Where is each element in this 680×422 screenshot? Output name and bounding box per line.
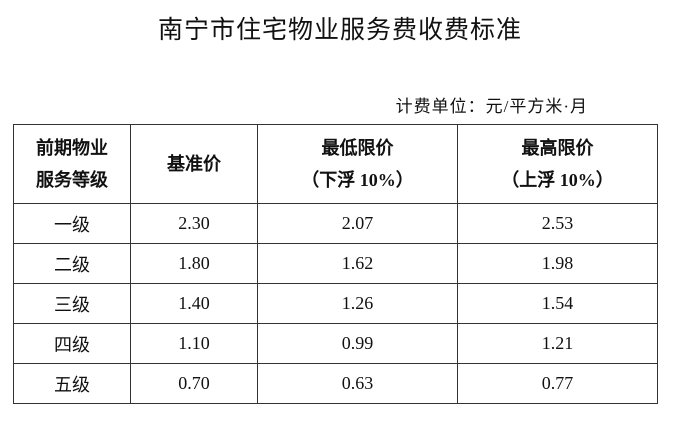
- table-cell: 1.54: [457, 283, 658, 324]
- header-line: 前期物业: [36, 138, 108, 158]
- table-cell: 2.30: [130, 203, 258, 244]
- table-cell: 2.07: [257, 203, 458, 244]
- table-row: 四级 1.10 0.99 1.21: [13, 323, 658, 364]
- table-cell: 1.10: [130, 323, 258, 364]
- table-head: 前期物业服务等级 基准价 最低限价 （下浮 10%） 最高限价 （上浮 10%）: [13, 124, 658, 204]
- fee-table: 前期物业 服务等级 基准价 最低限价 （下浮 10%） 最高限价 （上浮 10%） 一级 2.…: [13, 124, 658, 404]
- column-header: 最高限价 （上浮 10%）: [457, 124, 658, 204]
- table-cell: 三级: [13, 283, 131, 324]
- table-cell: 五级: [13, 363, 131, 404]
- column-header: 前期物业 服务等级: [13, 124, 131, 204]
- column-header: 基准价: [130, 124, 258, 204]
- table-cell: 一级: [13, 203, 131, 244]
- table-row: 五级 0.70 0.63 0.77: [13, 363, 658, 404]
- table-cell: 0.99: [257, 323, 458, 364]
- title: 南宁市住宅物业服务费收费标准: [157, 15, 522, 44]
- table-cell: 1.62: [257, 243, 458, 284]
- header-line: 最低限价: [321, 138, 394, 158]
- table-body: 一级 2.30 2.07 2.53 二级 1.80 1.62 1.98 三级 1.40 1.26 1.…: [13, 203, 658, 404]
- table-cell: 1.26: [257, 283, 458, 324]
- header-line: 最高限价: [521, 138, 594, 158]
- table-cell: 1.40: [130, 283, 258, 324]
- unit-note: 计费单位：元/平方米·月: [395, 97, 588, 116]
- header-line: （下浮 10%）: [301, 170, 414, 190]
- table-cell: 2.53: [457, 203, 658, 244]
- table-cell: 0.70: [130, 363, 258, 404]
- table-cell: 1.21: [457, 323, 658, 364]
- table-cell: 1.80: [130, 243, 258, 284]
- table-cell: 1.98: [457, 243, 658, 284]
- header-line: 服务等级: [36, 170, 108, 190]
- column-header: 最低限价 （下浮 10%）: [257, 124, 458, 204]
- table-row: 三级 1.40 1.26 1.54: [13, 283, 658, 324]
- table-cell: 0.63: [257, 363, 458, 404]
- table-cell: 四级: [13, 323, 131, 364]
- table-cell: 二级: [13, 243, 131, 284]
- header-line: 基准价: [167, 154, 221, 174]
- table-row: 一级 2.30 2.07 2.53: [13, 203, 658, 244]
- header-row: 前期物业服务等级 基准价 最低限价 （下浮 10%） 最高限价 （上浮 10%）: [13, 124, 658, 204]
- header-line: （上浮 10%）: [501, 170, 614, 190]
- table-cell: 0.77: [457, 363, 658, 404]
- table-row: 二级 1.80 1.62 1.98: [13, 243, 658, 284]
